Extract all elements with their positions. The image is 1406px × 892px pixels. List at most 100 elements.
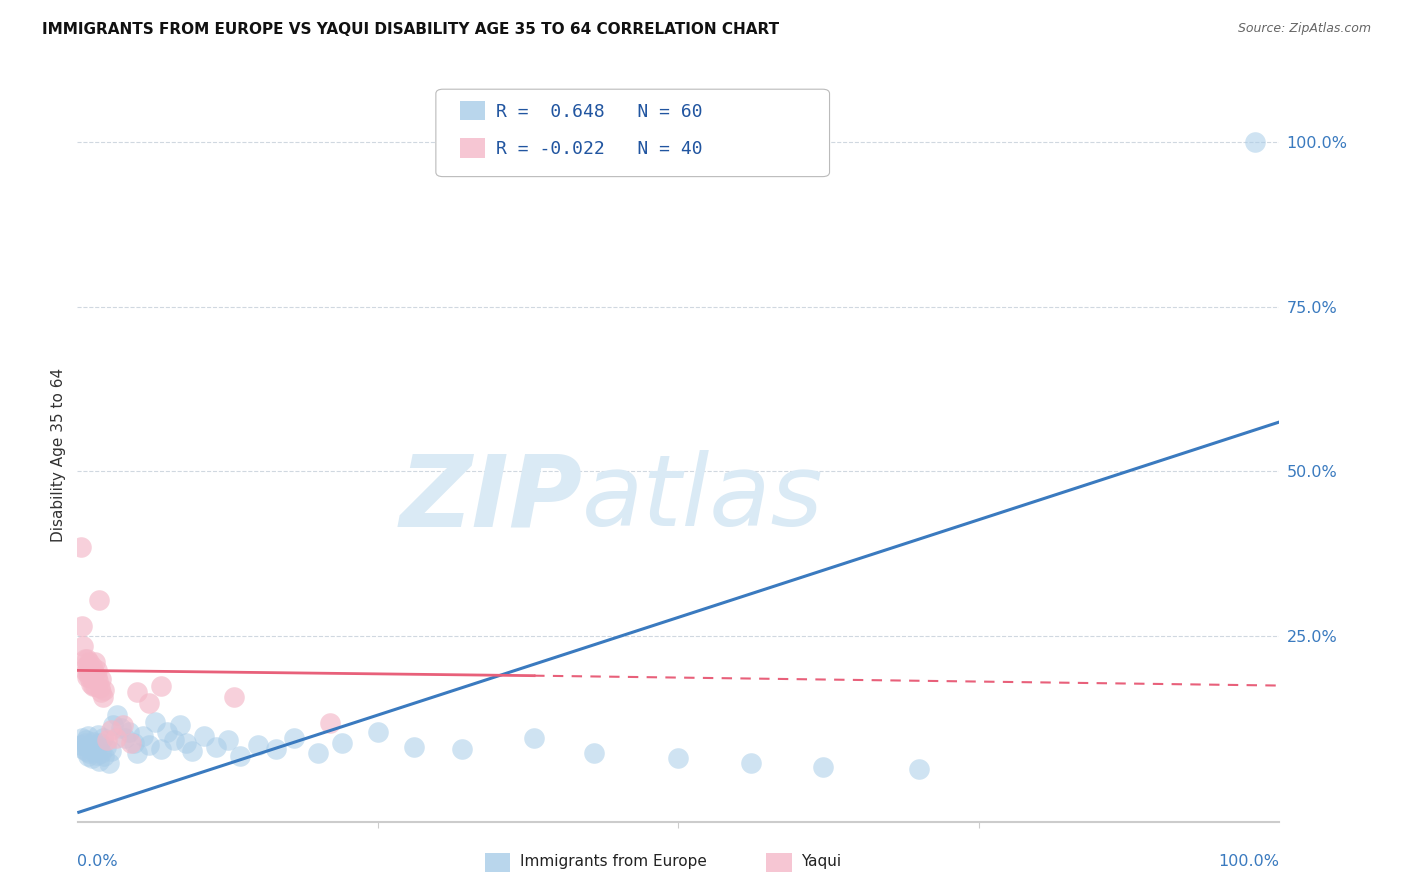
Point (77, 729, 100, 743)
Point (228, 749, 250, 764)
Point (70, 731, 93, 746)
Point (80, 667, 103, 681)
Point (217, 733, 239, 747)
Text: R = -0.022   N = 40: R = -0.022 N = 40 (496, 140, 703, 158)
Text: Immigrants from Europe: Immigrants from Europe (520, 854, 707, 869)
Point (75, 744, 97, 758)
Point (89, 681, 111, 695)
Point (103, 718, 125, 732)
Point (79, 670, 101, 684)
Point (132, 729, 155, 743)
Text: atlas: atlas (582, 450, 824, 548)
Text: 100.0%: 100.0% (1219, 854, 1279, 869)
Point (193, 729, 215, 743)
Point (70, 738, 93, 752)
Point (83, 744, 105, 758)
Point (811, 759, 834, 773)
Text: Yaqui: Yaqui (801, 854, 842, 869)
Point (90, 685, 112, 699)
Point (127, 747, 149, 761)
Point (93, 683, 115, 698)
Point (73, 652, 96, 666)
Point (72, 742, 94, 756)
Point (740, 756, 762, 770)
Point (73, 736, 96, 750)
Point (100, 744, 122, 758)
Text: 0.0%: 0.0% (77, 854, 118, 869)
Point (451, 742, 474, 756)
Point (122, 736, 145, 750)
Point (70, 619, 93, 633)
Point (319, 716, 342, 731)
Point (72, 639, 94, 653)
Point (111, 718, 134, 732)
Point (84, 679, 107, 693)
Point (90, 747, 112, 761)
Point (307, 747, 329, 761)
Point (84, 741, 107, 756)
Y-axis label: Disability Age 35 to 64: Disability Age 35 to 64 (51, 368, 66, 542)
Point (76, 739, 98, 754)
Point (162, 733, 184, 747)
Point (330, 736, 353, 750)
Point (82, 672, 104, 686)
Point (118, 724, 141, 739)
Point (91, 690, 114, 704)
Text: R =  0.648   N = 60: R = 0.648 N = 60 (496, 103, 703, 120)
Point (70, 540, 93, 554)
Point (110, 722, 132, 736)
Point (668, 751, 690, 765)
Point (150, 742, 173, 756)
Point (96, 733, 118, 747)
Text: Source: ZipAtlas.com: Source: ZipAtlas.com (1237, 22, 1371, 36)
Point (93, 749, 115, 764)
Point (246, 738, 269, 752)
Point (114, 731, 136, 746)
Point (82, 679, 104, 693)
Point (908, 762, 931, 776)
Text: IMMIGRANTS FROM EUROPE VS YAQUI DISABILITY AGE 35 TO 64 CORRELATION CHART: IMMIGRANTS FROM EUROPE VS YAQUI DISABILI… (42, 22, 779, 37)
Point (79, 747, 101, 761)
Point (79, 676, 101, 690)
Point (127, 685, 149, 699)
Point (402, 739, 425, 754)
Point (174, 736, 197, 750)
Point (79, 656, 101, 670)
Point (76, 652, 98, 666)
Point (120, 736, 142, 750)
Point (204, 739, 226, 754)
Point (1244, 135, 1267, 149)
Point (91, 731, 114, 746)
Point (145, 714, 167, 729)
Point (138, 738, 160, 752)
Point (156, 724, 179, 739)
Point (86, 670, 108, 684)
Point (83, 665, 105, 680)
Point (87, 728, 110, 742)
Text: ZIP: ZIP (399, 450, 582, 548)
Point (105, 708, 128, 723)
Point (75, 665, 97, 680)
Point (77, 749, 100, 764)
Point (77, 665, 100, 680)
Point (89, 736, 111, 750)
Point (82, 734, 104, 748)
Point (80, 751, 103, 765)
Point (76, 670, 98, 684)
Point (75, 658, 97, 673)
Point (138, 697, 160, 711)
Point (104, 731, 127, 746)
Point (100, 723, 122, 737)
Point (84, 656, 107, 670)
Point (367, 724, 389, 739)
Point (87, 673, 110, 688)
Point (150, 679, 173, 693)
Point (583, 747, 606, 761)
Point (79, 664, 101, 678)
Point (77, 658, 100, 673)
Point (169, 718, 191, 732)
Point (97, 756, 120, 770)
Point (87, 755, 110, 769)
Point (523, 731, 546, 746)
Point (80, 658, 103, 673)
